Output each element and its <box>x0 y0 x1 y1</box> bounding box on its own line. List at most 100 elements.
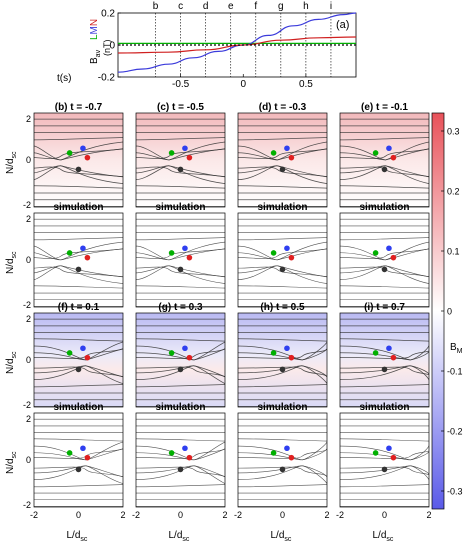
field-line <box>34 438 123 442</box>
streamlines <box>136 218 225 307</box>
row-title-simulation: simulation <box>53 402 103 413</box>
colorbar-tick-label: -0.2 <box>447 427 463 437</box>
panel-background <box>136 213 225 307</box>
panel-title: (c) t = -0.5 <box>157 102 204 113</box>
spacecraft-marker <box>66 250 73 256</box>
field-line <box>340 137 429 141</box>
spacecraft-marker <box>279 466 286 473</box>
field-line <box>340 438 429 442</box>
grid-xtick-label: 2 <box>222 510 227 520</box>
streamlines <box>136 118 225 207</box>
streamlines <box>340 418 429 507</box>
panel-frame <box>33 112 124 208</box>
observation-panel: (e) t = -0.1 <box>339 102 430 208</box>
panel-title: (i) t = 0.7 <box>364 302 405 313</box>
colorbar-tick-label: 0.2 <box>447 187 460 197</box>
grid-xlabel-main: L/d <box>67 530 81 541</box>
grid-xlabel: L/dsc <box>271 530 292 543</box>
spacecraft-marker <box>177 366 184 373</box>
field-line <box>340 185 429 189</box>
field-line <box>238 266 327 277</box>
time-marker-label: e <box>228 1 234 12</box>
field-line <box>136 237 225 241</box>
time-marker-label: d <box>203 1 209 12</box>
grid-ylabel-main: N/d <box>5 458 16 474</box>
field-line <box>136 384 225 388</box>
grid-ytick-label: 2 <box>26 214 31 224</box>
svg-text:LMN: LMN <box>89 19 100 40</box>
ylabel-sub-av: av <box>95 49 102 57</box>
spacecraft-marker <box>381 266 388 273</box>
colorbar-tick-label: -0.3 <box>447 487 463 497</box>
panel-frame <box>237 412 328 508</box>
panel-frame <box>339 412 430 508</box>
xtick-label: -0.5 <box>172 79 190 90</box>
grid-xlabel-main: L/d <box>271 530 285 541</box>
field-line <box>34 165 123 184</box>
spacecraft-marker <box>390 354 397 361</box>
panel-frame <box>135 412 226 508</box>
field-line <box>238 165 327 184</box>
time-marker-label: h <box>303 1 309 12</box>
field-line <box>238 484 327 488</box>
spacecraft-marker <box>75 366 82 373</box>
grid-xtick-label: -2 <box>336 510 344 520</box>
streamlines <box>238 118 327 207</box>
field-line <box>238 348 327 361</box>
field-line <box>136 248 225 259</box>
field-line <box>34 384 123 388</box>
panel-frame <box>237 112 328 208</box>
field-line <box>340 338 429 342</box>
spacecraft-marker <box>284 445 290 452</box>
spacecraft-marker <box>372 150 379 156</box>
streamlines <box>136 418 225 507</box>
field-line <box>136 265 225 284</box>
field-line <box>34 466 123 477</box>
grid-xlabel-sub: sc <box>284 536 292 543</box>
series-n-line <box>117 36 357 54</box>
ylabel-unit: (nT) <box>102 40 112 57</box>
field-line <box>238 237 327 241</box>
grid-ylabel-sub: sc <box>11 251 18 259</box>
field-line <box>34 365 123 384</box>
field-line <box>34 166 123 178</box>
time-marker-label: c <box>178 1 183 12</box>
spacecraft-marker <box>288 154 295 161</box>
spacecraft-marker <box>168 250 175 256</box>
spacecraft-marker <box>80 345 86 352</box>
field-line <box>340 365 429 384</box>
observation-panel: (h) t = 0.5 <box>237 302 328 408</box>
grid-xlabel-sub: sc <box>182 536 190 543</box>
grid-xtick-label: 2 <box>324 510 329 520</box>
simulation-panel <box>237 212 328 308</box>
field-line <box>136 148 225 159</box>
field-line <box>136 366 225 378</box>
time-marker-labels: b c d e f g h i <box>153 1 332 12</box>
field-line <box>34 265 123 284</box>
field-line <box>340 148 429 161</box>
spacecraft-marker <box>390 254 397 261</box>
grid-ylabel-sub: sc <box>11 351 18 359</box>
panel-a-label: (a) <box>336 19 349 31</box>
spacecraft-marker <box>270 450 277 456</box>
ylabel-B: B <box>89 57 100 64</box>
field-line <box>136 466 225 477</box>
spacecraft-marker <box>182 145 188 152</box>
grid-xlabel-sub: sc <box>80 536 88 543</box>
time-series-lines <box>117 12 357 73</box>
field-line <box>340 248 429 261</box>
field-line <box>136 285 225 289</box>
panel-background <box>34 313 123 407</box>
field-line <box>34 185 123 189</box>
field-line <box>340 384 429 388</box>
spacecraft-marker <box>66 150 73 156</box>
panel-background <box>238 213 327 307</box>
xtick-label: 0 <box>240 79 246 90</box>
panel-background <box>34 113 123 207</box>
simulation-panel: -2 0 2 <box>234 412 330 520</box>
grid-ytick-label: 0 <box>26 155 31 165</box>
panel-title: (d) t = -0.3 <box>259 102 307 113</box>
ylabel-M: M <box>89 26 100 34</box>
field-line <box>238 185 327 189</box>
spacecraft-marker <box>288 354 295 361</box>
